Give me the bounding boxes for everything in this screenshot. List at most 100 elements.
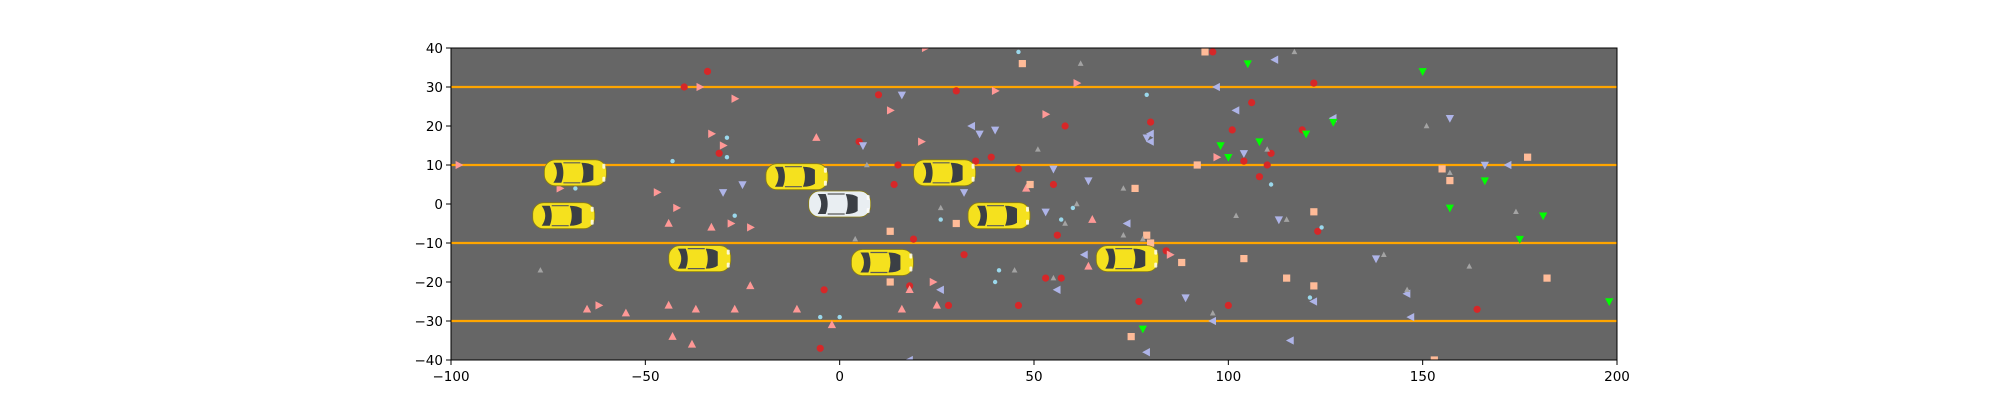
- data-point: [937, 204, 944, 211]
- y-tick-label: −40: [415, 353, 444, 369]
- y-axis-ticks: −40 −30 −20 −10 0 10 20 30 40: [415, 41, 451, 369]
- data-point: [1178, 258, 1186, 267]
- data-point: [1208, 316, 1217, 326]
- car-headlight: [909, 253, 913, 259]
- data-point: [1418, 68, 1427, 76]
- car-headlight: [909, 266, 913, 272]
- y-tick-label: 0: [434, 197, 443, 213]
- data-point: [1285, 336, 1294, 345]
- x-axis-ticks: −100 −50 0 50 100 150 200: [432, 360, 1630, 385]
- data-point: [816, 344, 824, 352]
- car-rear-window: [922, 162, 933, 183]
- data-point: [1515, 235, 1524, 244]
- data-point: [573, 186, 578, 191]
- data-point: [1283, 274, 1291, 282]
- vehicle: [1095, 245, 1159, 273]
- data-point: [1073, 200, 1080, 207]
- data-point: [990, 126, 1000, 135]
- data-point: [1142, 134, 1151, 143]
- data-point: [1224, 153, 1233, 162]
- data-point: [1310, 282, 1318, 290]
- data-point: [582, 304, 592, 313]
- data-point: [1014, 165, 1023, 173]
- data-point: [724, 155, 730, 160]
- data-point: [1193, 161, 1201, 169]
- car-windshield: [581, 162, 594, 183]
- data-point: [1255, 138, 1264, 147]
- car-body: [668, 245, 732, 273]
- data-point: [1240, 157, 1248, 165]
- data-point: [1445, 204, 1455, 213]
- car-body: [851, 249, 914, 276]
- data-point: [1143, 231, 1151, 239]
- data-point: [747, 223, 755, 232]
- data-point: [1310, 79, 1318, 87]
- data-point: [1073, 78, 1082, 88]
- data-point: [1270, 55, 1279, 64]
- plot-background: [451, 48, 1617, 360]
- data-point: [687, 339, 697, 348]
- lane-lines: [451, 85, 1617, 323]
- data-point: [1307, 295, 1313, 300]
- car-headlight: [1154, 262, 1158, 268]
- data-point: [1131, 184, 1139, 192]
- data-point: [894, 161, 902, 169]
- data-point: [1524, 153, 1532, 161]
- data-point: [1310, 208, 1318, 216]
- data-point: [556, 184, 565, 193]
- data-point: [1480, 177, 1489, 186]
- x-tick-label: 0: [835, 369, 844, 385]
- data-point: [670, 158, 675, 164]
- data-point: [1216, 142, 1225, 151]
- data-point: [703, 67, 712, 75]
- data-point: [960, 251, 968, 259]
- data-point: [719, 141, 728, 150]
- data-point: [1026, 180, 1034, 189]
- data-point: [1406, 312, 1415, 322]
- data-point: [1057, 274, 1065, 282]
- car-headlight: [602, 176, 606, 182]
- data-point: [1404, 286, 1410, 293]
- data-point: [921, 48, 930, 53]
- car-rear-window: [977, 205, 988, 226]
- data-point: [1059, 217, 1064, 222]
- vehicle: [668, 245, 732, 273]
- car-rear-window: [553, 162, 564, 183]
- data-point: [1138, 325, 1147, 334]
- scatter-markers: [455, 48, 1614, 360]
- car-headlight: [823, 167, 827, 173]
- car-headlight: [726, 249, 730, 255]
- car-headlight: [1154, 249, 1158, 255]
- data-point: [1255, 173, 1264, 181]
- data-point: [738, 181, 747, 190]
- data-point: [1264, 146, 1271, 152]
- car-headlight: [726, 262, 730, 268]
- data-point: [996, 268, 1002, 273]
- car-headlight: [590, 206, 594, 212]
- vehicle: [913, 159, 977, 187]
- data-point: [1480, 161, 1489, 170]
- car-headlight: [590, 219, 594, 225]
- data-point: [1122, 219, 1131, 228]
- data-point: [718, 189, 728, 197]
- data-point: [1166, 250, 1175, 259]
- data-point: [1446, 169, 1453, 176]
- x-tick-label: 50: [1025, 369, 1042, 385]
- data-point: [1319, 225, 1324, 230]
- data-point: [1079, 250, 1088, 259]
- data-point: [1077, 60, 1084, 66]
- data-point: [621, 308, 631, 317]
- data-point: [938, 217, 943, 222]
- data-point: [1142, 348, 1150, 357]
- data-point: [1135, 297, 1143, 306]
- data-point: [455, 160, 464, 170]
- data-point: [746, 281, 755, 290]
- data-point: [1240, 255, 1248, 263]
- car-windshield: [1133, 248, 1146, 269]
- data-point: [863, 161, 870, 168]
- vehicles: [532, 159, 1159, 276]
- data-point: [1035, 146, 1041, 152]
- data-point: [1503, 160, 1512, 170]
- data-point: [1062, 220, 1068, 226]
